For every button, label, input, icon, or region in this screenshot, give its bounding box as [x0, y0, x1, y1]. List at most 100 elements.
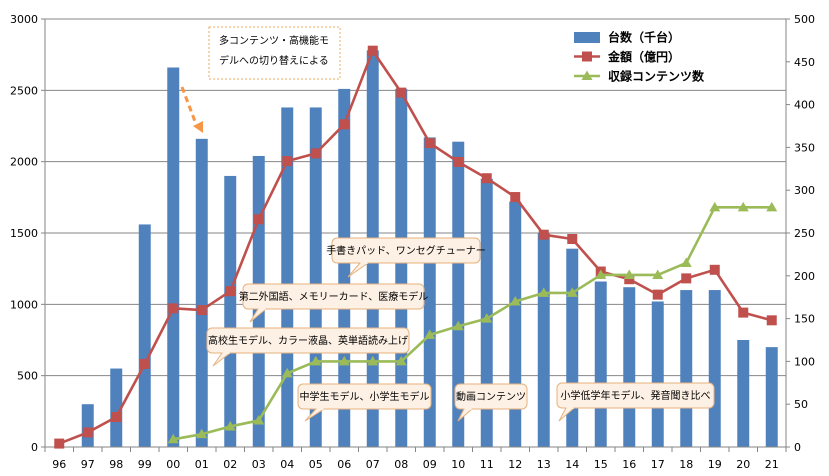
series-point	[581, 70, 593, 80]
right-tick-label: 0	[794, 441, 801, 454]
series-point	[709, 201, 721, 212]
bar	[138, 224, 151, 447]
series-point	[168, 303, 179, 314]
series-point	[481, 313, 493, 323]
annotation-lower-elem: 小学低学年モデル、発音聞き比べ	[556, 382, 715, 422]
bar	[395, 88, 408, 447]
axes: 0500100015002000250030000501001502002503…	[10, 13, 815, 471]
right-tick-label: 400	[794, 99, 815, 112]
x-tick-label: 20	[736, 458, 750, 471]
bar	[509, 201, 522, 447]
series-line	[173, 206, 772, 441]
x-tick-label: 05	[309, 458, 323, 471]
series-point	[224, 420, 236, 431]
x-tick-label: 15	[594, 458, 608, 471]
annotation-second-lang: 第二外国語、メモリーカード、医療モデル	[239, 283, 429, 323]
x-tick-label: 00	[166, 458, 180, 471]
annotation-highschool: 高校生モデル、カラー液晶、英単語読み上げ	[206, 327, 410, 367]
left-tick-label: 0	[31, 441, 38, 454]
bar	[708, 290, 721, 447]
bar	[623, 287, 636, 447]
annotation-box	[242, 283, 425, 310]
series-point	[167, 433, 179, 444]
x-tick-label: 17	[651, 458, 665, 471]
right-tick-label: 100	[794, 355, 815, 368]
annotation-box	[331, 237, 481, 264]
series-point	[253, 414, 265, 425]
right-tick-label: 500	[794, 13, 815, 26]
series-point	[395, 355, 407, 366]
series-point	[452, 320, 464, 331]
bar	[452, 141, 465, 447]
series-point	[623, 269, 635, 279]
annotation-text: 高校生モデル、カラー液晶、英単語読み上げ	[208, 334, 408, 347]
x-tick-label: 03	[252, 458, 266, 471]
x-tick-label: 96	[52, 458, 66, 471]
annotation-text: 第二外国語、メモリーカード、医療モデル	[239, 290, 429, 303]
series-point	[510, 192, 521, 203]
left-tick-label: 500	[17, 370, 38, 383]
series-point	[766, 315, 777, 326]
series-point	[652, 269, 664, 279]
series-point	[282, 156, 293, 167]
right-tick-label: 200	[794, 270, 815, 283]
series-point	[709, 264, 720, 275]
series-point	[310, 355, 322, 366]
series-point	[738, 307, 749, 318]
series-point	[339, 119, 350, 130]
series-point	[566, 287, 578, 297]
series-point	[367, 355, 379, 366]
left-tick-label: 3000	[10, 13, 38, 26]
bar	[537, 233, 550, 447]
legend-label: 台数（千台）	[608, 30, 680, 45]
x-tick-label: 13	[537, 458, 551, 471]
x-tick-label: 99	[138, 458, 152, 471]
right-tick-label: 450	[794, 56, 815, 69]
annotation-text: 多コンテンツ・高機能モ	[219, 34, 329, 47]
series-point	[367, 45, 378, 56]
bar	[566, 248, 579, 447]
series-point	[253, 214, 264, 225]
right-tick-label: 350	[794, 141, 815, 154]
x-tick-label: 11	[480, 458, 494, 471]
series-point	[567, 233, 578, 244]
left-tick-label: 2500	[10, 84, 38, 97]
series-point	[139, 358, 150, 369]
bar	[110, 368, 123, 447]
bar	[765, 347, 778, 447]
series-point	[196, 305, 207, 316]
annotation-junior: 中学生モデル、小学生モデル	[297, 383, 432, 422]
series-point	[681, 273, 692, 284]
bar	[737, 340, 750, 447]
series-point	[111, 412, 122, 423]
line-series	[54, 45, 778, 449]
annotation-video: 動画コンテンツ	[454, 383, 528, 422]
bar	[480, 178, 493, 447]
right-tick-label: 250	[794, 227, 815, 240]
x-tick-label: 12	[508, 458, 522, 471]
annotation-text: デルへの切り替えによる	[219, 54, 329, 67]
bar	[680, 290, 693, 447]
bar	[167, 67, 180, 448]
series-point	[338, 355, 350, 366]
bar	[594, 281, 607, 447]
series-point	[481, 173, 492, 184]
x-tick-label: 07	[366, 458, 380, 471]
annotation-arrow	[180, 86, 203, 133]
bar	[224, 175, 237, 447]
annotation-text: 手書きパッド、ワンセグチューナー	[326, 244, 486, 257]
bar	[651, 301, 664, 447]
annotation-box	[556, 382, 715, 409]
x-tick-label: 04	[280, 458, 294, 471]
series-point	[82, 427, 93, 438]
series-point	[54, 438, 65, 449]
series-point	[680, 257, 692, 267]
bar	[338, 88, 351, 447]
left-tick-label: 2000	[10, 156, 38, 169]
x-tick-label: 16	[622, 458, 636, 471]
annotation-text: 小学低学年モデル、発音聞き比べ	[561, 389, 711, 402]
bar	[195, 138, 208, 447]
bar	[81, 404, 94, 447]
left-tick-label: 1500	[10, 227, 38, 240]
